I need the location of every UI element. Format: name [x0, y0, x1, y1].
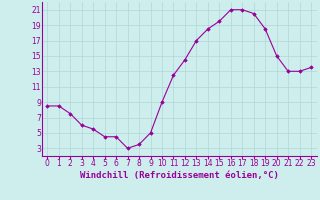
X-axis label: Windchill (Refroidissement éolien,°C): Windchill (Refroidissement éolien,°C): [80, 171, 279, 180]
